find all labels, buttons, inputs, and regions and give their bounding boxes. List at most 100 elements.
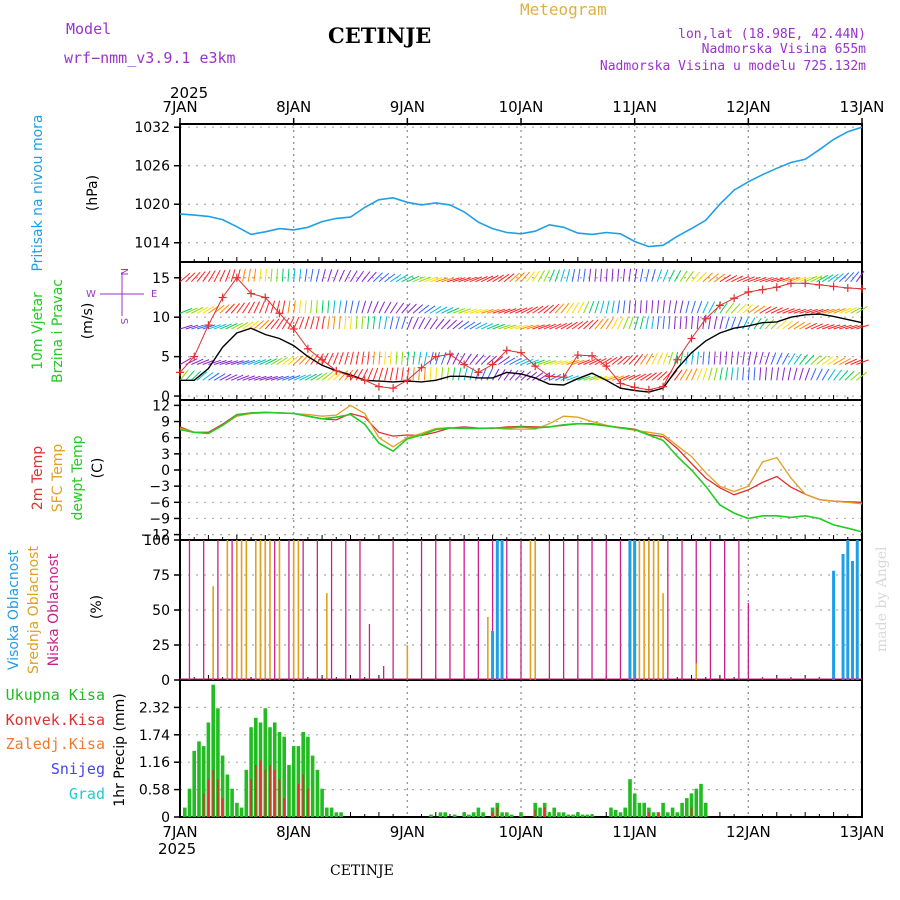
wind-barb — [281, 300, 286, 314]
y-tick-label-clouds: 100 — [143, 533, 170, 549]
wind-barb — [782, 277, 795, 283]
wind-barb — [475, 322, 488, 330]
wind-barb — [554, 322, 568, 330]
wind-barb — [208, 372, 220, 381]
wind-gust-marker — [303, 344, 312, 353]
wind-barb — [628, 373, 641, 381]
wind-barb — [310, 316, 315, 330]
wind-barb — [702, 351, 705, 365]
wind-barb — [429, 318, 439, 330]
wind-barb — [378, 301, 386, 314]
wind-barb — [588, 319, 599, 330]
wind-barb — [810, 308, 824, 314]
wind-barb — [503, 357, 516, 365]
precip-conv-bar — [648, 812, 650, 817]
wind-barb — [327, 269, 333, 282]
wind-barb — [253, 359, 267, 365]
wind-barb — [793, 308, 807, 314]
wind-barb — [355, 300, 360, 314]
wind-barb — [225, 360, 239, 365]
precip-total-bar — [325, 807, 329, 817]
wind-barb — [469, 367, 474, 381]
watermark: made by Angel — [874, 546, 890, 652]
wind-barb — [560, 322, 573, 330]
panel-frame-precip — [179, 679, 863, 818]
wind-barb — [287, 300, 291, 314]
wind-barb — [321, 300, 324, 314]
precip-total-bar — [211, 684, 215, 817]
wind-barb — [702, 367, 708, 381]
y-tick-label-clouds: 75 — [152, 568, 170, 584]
precip-total-bar — [462, 812, 466, 817]
wind-barb — [270, 318, 280, 330]
wind-barb — [520, 358, 534, 365]
y-tick-label-temperature: −9 — [149, 511, 170, 527]
wind-barb — [605, 268, 608, 282]
wind-barb — [793, 353, 802, 365]
wind-gust-marker — [332, 366, 341, 375]
wind-barb — [821, 356, 833, 365]
wind-gust-marker — [659, 382, 668, 391]
wind-barb — [412, 367, 415, 381]
wind-barb — [231, 360, 244, 365]
wind-barb — [480, 275, 494, 283]
wind-barb — [679, 316, 682, 330]
wind-barb — [406, 303, 417, 314]
wind-barb — [651, 269, 656, 282]
wind-barb — [833, 369, 842, 381]
wind-barb — [554, 303, 565, 314]
wind-barb — [708, 316, 712, 330]
wind-barb — [799, 308, 813, 314]
wind-barb — [219, 323, 232, 330]
wind-barb — [213, 323, 227, 330]
wind-barb — [594, 268, 597, 282]
precip-total-bar — [201, 746, 206, 817]
year-label-top: 2025 — [170, 84, 208, 102]
wind-barb — [378, 316, 382, 330]
wind-barb — [498, 308, 511, 314]
wind-barb — [651, 300, 654, 314]
wind-barb — [577, 375, 591, 381]
wind-barb — [219, 304, 230, 314]
wind-barb — [617, 374, 630, 381]
wind-barb — [765, 318, 775, 330]
wind-barb — [372, 272, 383, 283]
wind-barb — [844, 324, 858, 330]
precip-total-bar — [552, 807, 556, 817]
wind-barb — [850, 306, 863, 314]
wind-barb — [492, 368, 500, 381]
wind-barb — [248, 375, 261, 381]
wind-barb — [623, 374, 636, 381]
precip-total-bar — [187, 788, 192, 817]
wind-barb — [185, 272, 196, 283]
precip-legend-4: Grad — [69, 785, 105, 803]
precip-total-bar — [239, 807, 244, 817]
wind-barb — [469, 353, 479, 365]
wind-barb — [475, 276, 488, 283]
panels-layer: 1014102010261032051015129630−3−6−9−12025… — [6, 98, 885, 841]
wind-barb — [304, 316, 310, 330]
wind-barb — [224, 269, 231, 282]
wind-barb — [338, 269, 345, 282]
wind-barb — [600, 375, 614, 381]
wind-barb — [207, 270, 216, 282]
y-tick-label-clouds: 25 — [152, 638, 170, 654]
wind-barb — [605, 317, 614, 330]
date-label-top-5: 12JAN — [726, 98, 771, 116]
y-tick-label-clouds: 50 — [152, 603, 170, 619]
wind-barb — [395, 316, 400, 330]
wind-barb — [236, 375, 250, 381]
wind-barb — [315, 316, 320, 330]
wind-barb — [679, 351, 684, 365]
wind-barb — [179, 369, 189, 381]
precip-total-bar — [694, 788, 699, 817]
wind-barb — [196, 324, 210, 330]
wind-barb — [520, 271, 530, 283]
precip-total-bar — [580, 814, 585, 817]
wind-barb — [543, 360, 557, 365]
precip-total-bar — [197, 741, 201, 817]
wind-barb — [622, 300, 626, 314]
y-tick-label-temperature: 3 — [161, 447, 170, 463]
wind-barb — [276, 268, 278, 282]
